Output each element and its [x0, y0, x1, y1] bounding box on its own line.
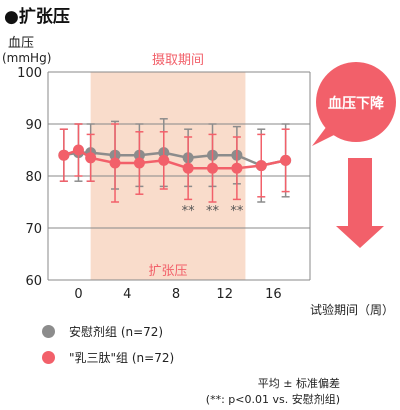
data-point — [133, 157, 145, 169]
callout-bubble — [316, 62, 396, 142]
data-point — [58, 149, 70, 161]
legend-item-peptide: "乳三肽"组 (n=72) — [42, 344, 174, 370]
callout-text: 血压下降 — [328, 95, 385, 112]
data-point — [182, 162, 194, 174]
data-point — [280, 154, 292, 166]
legend-label-peptide: "乳三肽"组 (n=72) — [69, 350, 175, 365]
legend-item-placebo: 安慰剂组 (n=72) — [42, 318, 174, 344]
data-point — [231, 162, 243, 174]
footnote-line1: 平均 ± 标准偏差 — [257, 377, 340, 390]
data-point — [109, 157, 121, 169]
x-tick-label: 4 — [123, 287, 131, 302]
legend-marker-placebo — [42, 324, 55, 338]
decrease-arrow-icon — [336, 158, 384, 248]
x-tick-label: 8 — [172, 287, 180, 302]
x-tick-label: 16 — [265, 287, 282, 302]
intake-period-label: 摄取期间 — [152, 53, 204, 68]
y-tick-label: 60 — [25, 274, 42, 289]
x-axis-label: 试验期间（周） — [310, 302, 394, 317]
data-point — [72, 144, 84, 156]
data-point — [207, 162, 219, 174]
significance-marker: ** — [230, 204, 244, 219]
y-tick-label: 90 — [25, 118, 42, 133]
legend: 安慰剂组 (n=72) "乳三肽"组 (n=72) — [42, 318, 174, 370]
footnote: 平均 ± 标准偏差 (**: p<0.01 vs. 安慰剂组) — [190, 376, 340, 408]
data-point — [85, 152, 97, 164]
data-point — [158, 154, 170, 166]
series-1 — [58, 123, 292, 203]
y-tick-label: 80 — [25, 170, 42, 185]
chart-title: ●扩张压 — [4, 7, 70, 27]
y-axis-unit: (mmHg) — [2, 51, 51, 65]
footnote-line2: (**: p<0.01 vs. 安慰剂组) — [205, 393, 340, 406]
data-point — [255, 160, 267, 172]
legend-marker-peptide — [42, 350, 55, 364]
significance-marker: ** — [182, 204, 196, 219]
y-tick-label: 70 — [25, 222, 42, 237]
significance-marker: ** — [206, 204, 220, 219]
y-tick-label: 100 — [17, 66, 42, 81]
y-axis-label: 血压 — [8, 36, 34, 51]
x-tick-label: 12 — [216, 287, 233, 302]
legend-label-placebo: 安慰剂组 (n=72) — [69, 324, 164, 339]
inside-band-label: 扩张压 — [149, 264, 188, 279]
x-tick-label: 0 — [74, 287, 82, 302]
